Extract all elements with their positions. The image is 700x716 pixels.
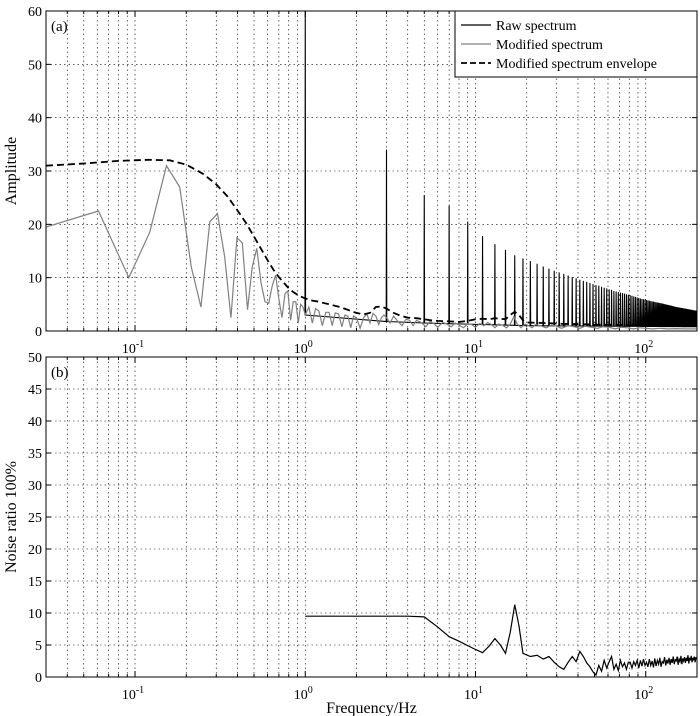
series-group (46, 11, 697, 331)
x-tick-label: 100 (294, 685, 313, 703)
x-axis-label: Frequency/Hz (326, 700, 417, 716)
y-axis-label: Amplitude (3, 137, 20, 205)
y-tick-label: 30 (28, 479, 42, 494)
y-tick-label: 10 (28, 272, 42, 287)
y-tick-label: 45 (28, 383, 42, 398)
x-tick-label: 101 (464, 685, 483, 703)
panel-a: 0 10 20 30 40 50 60 10-1 100 101 102 (a) Amplitude Ra… (3, 5, 698, 357)
legend-box (454, 10, 698, 78)
legend: Raw spectrum Modified spectrum Modified sp… (454, 10, 698, 78)
series-modified-spectrum-envelope (46, 158, 697, 327)
x-tick-label: 102 (634, 339, 653, 357)
legend-label: Modified spectrum envelope (496, 57, 657, 72)
panel-label: (a) (51, 19, 68, 35)
legend-label: Raw spectrum (496, 19, 577, 34)
x-tick-label: 101 (464, 339, 483, 357)
x-tick-label: 100 (294, 339, 313, 357)
x-tick-label: 10-1 (122, 685, 144, 703)
y-tick-label: 30 (28, 165, 42, 180)
series-group (305, 604, 697, 677)
axes-frame (45, 356, 698, 678)
y-tick-label: 40 (28, 415, 42, 430)
y-tick-label: 25 (28, 511, 42, 526)
y-tick-label: 15 (28, 575, 42, 590)
panel-label: (b) (51, 365, 69, 381)
x-tick-label: 10-1 (122, 339, 144, 357)
y-tick-label: 20 (28, 218, 42, 233)
x-tick-label: 102 (634, 685, 653, 703)
y-tick-label: 5 (35, 639, 42, 654)
y-tick-label: 35 (28, 447, 42, 462)
series-raw-spectrum (304, 11, 697, 328)
series-modified-spectrum (46, 164, 697, 331)
grid (46, 357, 697, 677)
panel-b: 0 5 10 15 20 25 30 35 40 45 50 10-1 100 101 102 (b) Nois… (3, 351, 698, 716)
y-axis-label: Noise ratio 100% (3, 461, 20, 573)
y-tick-label: 40 (28, 112, 42, 127)
y-tick-label: 20 (28, 543, 42, 558)
legend-label: Modified spectrum (496, 38, 603, 53)
y-tick-label: 10 (28, 607, 42, 622)
y-tick-label: 0 (35, 671, 42, 686)
axes-frame (45, 10, 698, 332)
y-tick-label: 50 (28, 351, 42, 366)
y-tick-label: 50 (28, 58, 42, 73)
series-noise-ratio (305, 604, 697, 677)
y-tick-label: 60 (28, 5, 42, 20)
y-tick-label: 0 (35, 325, 42, 340)
